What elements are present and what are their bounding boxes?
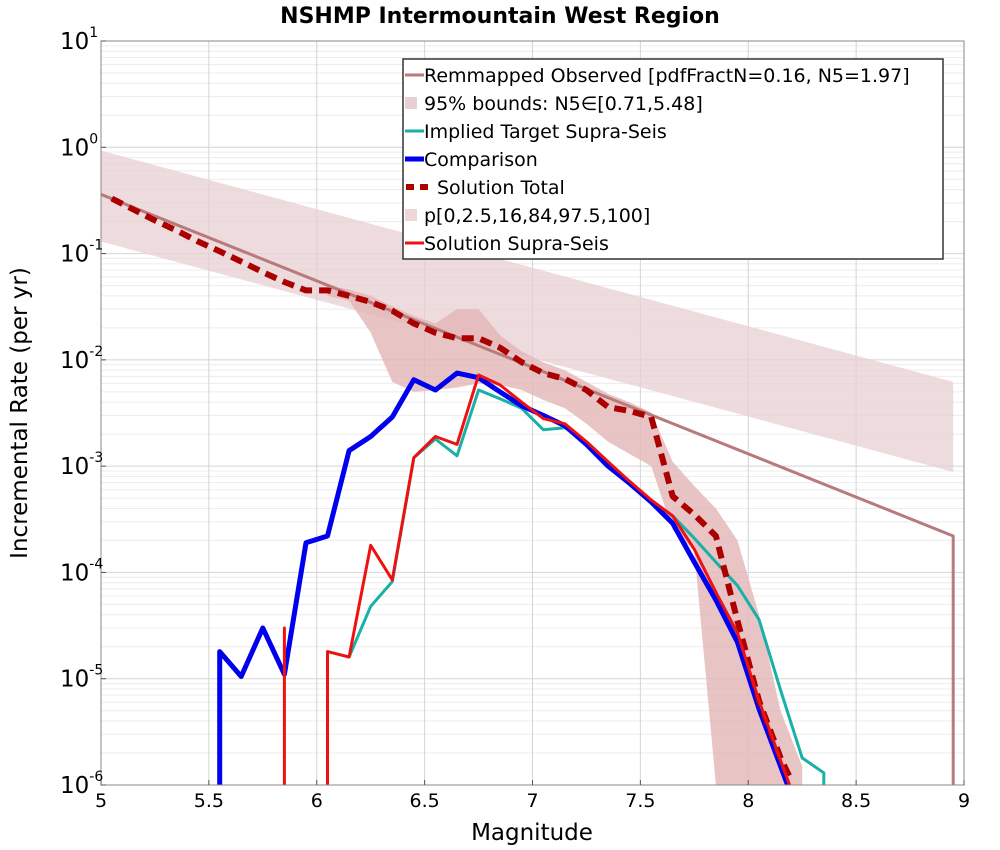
- legend-label-4: Solution Total: [437, 177, 565, 199]
- y-tick-label: 101: [60, 25, 98, 55]
- x-tick-label: 8: [742, 790, 754, 812]
- y-tick-label: 10-1: [60, 238, 103, 268]
- legend-swatch-1: [405, 97, 417, 109]
- legend-swatch-5: [405, 209, 417, 221]
- y-tick-label: 10-2: [60, 344, 103, 374]
- band-0: [101, 150, 954, 785]
- y-tick-label: 10-4: [60, 556, 103, 586]
- x-tick-label: 6.5: [410, 790, 440, 812]
- series-line-3: [110, 195, 795, 782]
- band-1: [327, 285, 803, 785]
- x-tick-label: 9: [958, 790, 970, 812]
- series-line-2: [217, 370, 791, 785]
- legend-label-1: 95% bounds: N5∈[0.71,5.48]: [424, 93, 703, 115]
- x-tick-label: 6: [311, 790, 323, 812]
- y-tick-label: 10-6: [60, 769, 103, 799]
- legend-box: [402, 58, 944, 260]
- x-tick-label: 7: [526, 790, 538, 812]
- legend-label-0: Remmapped Observed [pdfFractN=0.16, N5=1…: [424, 65, 910, 87]
- y-tick-label: 10-5: [60, 663, 103, 693]
- x-axis-ticks: 5 5.5 6 6.5 7 7.5 8 8.5 9: [95, 780, 970, 812]
- legend-label-3: Comparison: [424, 149, 538, 171]
- x-axis-label: Magnitude: [471, 820, 593, 846]
- series: [101, 193, 955, 785]
- legend-label-2: Implied Target Supra-Seis: [424, 121, 667, 143]
- y-axis-label: Incremental Rate (per yr): [7, 267, 33, 559]
- legend: Remmapped Observed [pdfFractN=0.16, N5=1…: [402, 58, 944, 260]
- legend-label-5: p[0,2.5,16,84,97.5,100]: [424, 205, 650, 227]
- series-line-4: [282, 373, 792, 785]
- x-tick-label: 8.5: [841, 790, 871, 812]
- y-tick-label: 10-3: [60, 450, 103, 480]
- x-tick-label: 7.5: [625, 790, 655, 812]
- x-tick-label: 5.5: [194, 790, 224, 812]
- y-tick-label: 100: [60, 131, 98, 161]
- x-tick-label: 5: [95, 790, 107, 812]
- legend-label-6: Solution Supra-Seis: [424, 233, 609, 255]
- y-axis-ticks: 10-6 10-5 10-4 10-3 10-2 10-1 100 101: [60, 25, 106, 799]
- chart-title: NSHMP Intermountain West Region: [280, 4, 720, 29]
- bands: [101, 150, 954, 785]
